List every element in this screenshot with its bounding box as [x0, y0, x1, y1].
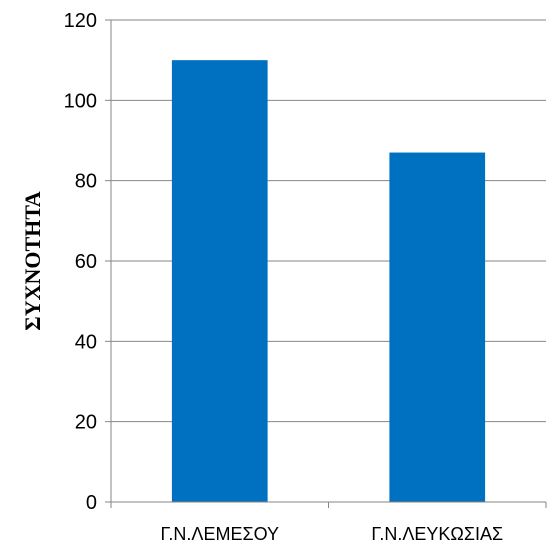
y-tick-label: 120 — [64, 10, 97, 32]
x-category-label: Γ.Ν.ΛΕΜΕΣΟΥ — [160, 524, 279, 544]
y-tick-label: 20 — [75, 412, 97, 434]
tick-labels: 0 20 40 60 80 100 120 Γ.Ν.ΛΕΜΕΣΟΥ Γ.Ν.ΛΕΥΚΩΣΙΑΣ — [64, 10, 503, 544]
y-tick-label: 80 — [75, 171, 97, 193]
y-tick-label: 100 — [64, 90, 97, 112]
y-axis-title: ΣΥΧΝΟΤΗΤΑ — [20, 191, 45, 330]
y-tick-label: 0 — [86, 492, 97, 514]
y-tick-label: 40 — [75, 331, 97, 353]
x-category-label: Γ.Ν.ΛΕΥΚΩΣΙΑΣ — [371, 524, 503, 544]
bars — [171, 60, 486, 503]
bar-0 — [171, 60, 268, 503]
axes — [105, 19, 547, 508]
y-tick-label: 60 — [75, 251, 97, 273]
bar-1 — [389, 152, 486, 503]
